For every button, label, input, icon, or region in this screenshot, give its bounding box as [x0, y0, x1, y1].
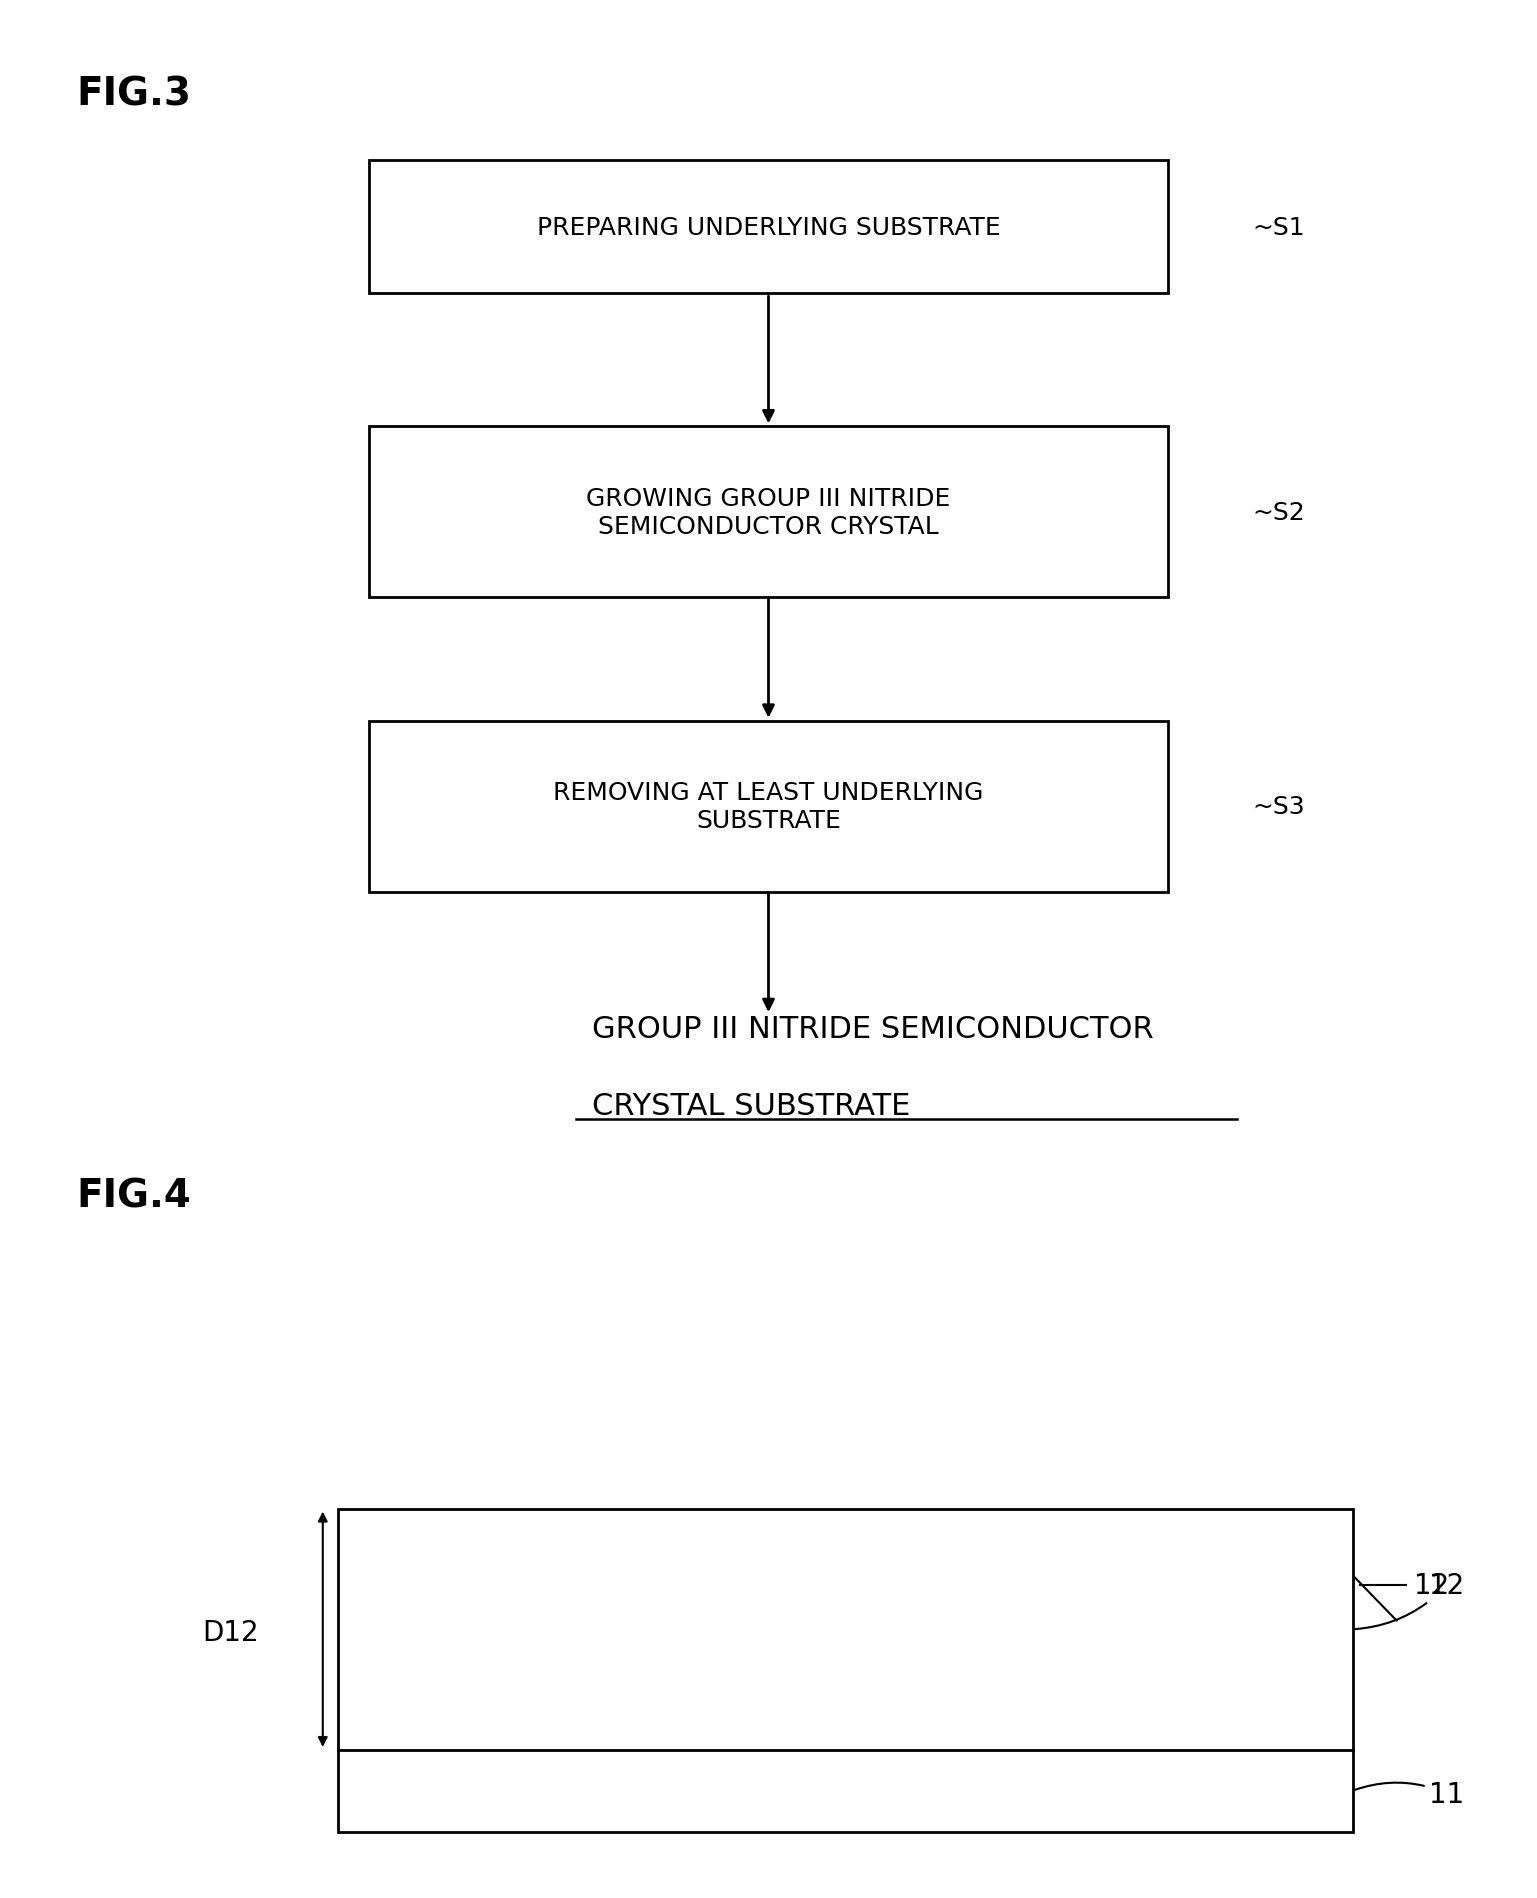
- Text: ~S2: ~S2: [1253, 501, 1305, 524]
- FancyBboxPatch shape: [369, 427, 1168, 598]
- Bar: [338, 1509, 1353, 1832]
- FancyBboxPatch shape: [369, 721, 1168, 892]
- FancyBboxPatch shape: [369, 161, 1168, 294]
- Text: PREPARING UNDERLYING SUBSTRATE: PREPARING UNDERLYING SUBSTRATE: [536, 216, 1001, 239]
- Text: REMOVING AT LEAST UNDERLYING
SUBSTRATE: REMOVING AT LEAST UNDERLYING SUBSTRATE: [553, 780, 984, 833]
- Text: FIG.4: FIG.4: [77, 1177, 192, 1215]
- Text: 12: 12: [1356, 1572, 1465, 1628]
- Text: ~S1: ~S1: [1253, 216, 1305, 239]
- Text: D12: D12: [203, 1619, 258, 1646]
- Text: 12: 12: [1414, 1572, 1449, 1598]
- Text: GROUP III NITRIDE SEMICONDUCTOR: GROUP III NITRIDE SEMICONDUCTOR: [592, 1015, 1153, 1044]
- Text: FIG.3: FIG.3: [77, 76, 192, 114]
- Text: CRYSTAL SUBSTRATE: CRYSTAL SUBSTRATE: [592, 1091, 910, 1120]
- Text: GROWING GROUP III NITRIDE
SEMICONDUCTOR CRYSTAL: GROWING GROUP III NITRIDE SEMICONDUCTOR …: [586, 486, 951, 539]
- Text: ~S3: ~S3: [1253, 795, 1305, 818]
- Text: 11: 11: [1356, 1780, 1465, 1807]
